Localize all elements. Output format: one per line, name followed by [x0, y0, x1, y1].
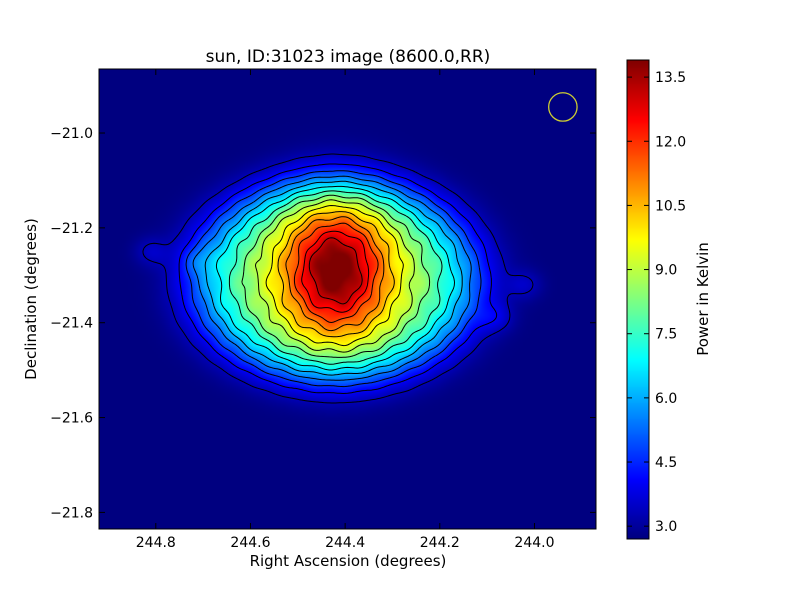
colorbar-label: Power in Kelvin [694, 242, 712, 356]
contour-level [293, 222, 379, 323]
contour-level [215, 185, 455, 371]
colorbar-tick-label: 7.5 [655, 327, 677, 343]
x-tick-label: 244.8 [136, 535, 176, 551]
beam-circle [548, 92, 578, 122]
plot-frame [98, 68, 597, 530]
colorbar-tick-label: 10.5 [655, 198, 686, 214]
x-tick-label: 244.2 [420, 535, 460, 551]
y-tick-label: −21.6 [50, 411, 93, 427]
colorbar-tick-label: 9.0 [655, 263, 677, 279]
contour-lines [142, 153, 534, 404]
y-tick-label: −21.8 [50, 505, 93, 521]
y-tick-label: −21.0 [50, 126, 93, 142]
y-axis-label: Declination (degrees) [22, 218, 40, 380]
x-tick-label: 244.6 [230, 535, 270, 551]
contour-level [204, 180, 463, 376]
contour-level [301, 230, 370, 313]
x-tick-label: 244.4 [325, 535, 365, 551]
chart-title: sun, ID:31023 image (8600.0,RR) [206, 47, 491, 67]
contour-level [308, 237, 363, 305]
contour-level [185, 170, 482, 388]
colorbar-frame [626, 59, 650, 540]
y-tick-label: −21.2 [50, 221, 93, 237]
colorbar-tick-label: 13.5 [655, 70, 686, 86]
contour-level [178, 163, 498, 394]
contour-level [265, 205, 404, 347]
colorbar-tick-label: 4.5 [655, 455, 677, 471]
contour-level [142, 153, 534, 404]
heatmap-image [99, 69, 596, 529]
y-tick-label: −21.4 [50, 316, 93, 332]
contour-level [277, 211, 395, 338]
colorbar-tick-label: 3.0 [655, 519, 677, 535]
contour-level [228, 190, 443, 365]
colorbar-tick-label: 6.0 [655, 391, 677, 407]
colorbar-tick-label: 12.0 [655, 134, 686, 150]
contour-level [192, 175, 472, 381]
y-axis-ticks: −21.0 −21.2 −21.4 −21.6 −21.8 [50, 126, 596, 521]
contour-level [255, 199, 415, 353]
x-axis-label: Right Ascension (degrees) [250, 552, 447, 570]
colorbar-ticks: 3.0 4.5 6.0 7.5 9.0 10.5 12.0 13.5 [627, 70, 686, 535]
colorbar-gradient [627, 60, 649, 539]
x-tick-label: 244.0 [514, 535, 554, 551]
contour-level [241, 194, 431, 358]
contour-level [285, 216, 385, 332]
x-axis-ticks: 244.8 244.6 244.4 244.2 244.0 [136, 69, 555, 551]
